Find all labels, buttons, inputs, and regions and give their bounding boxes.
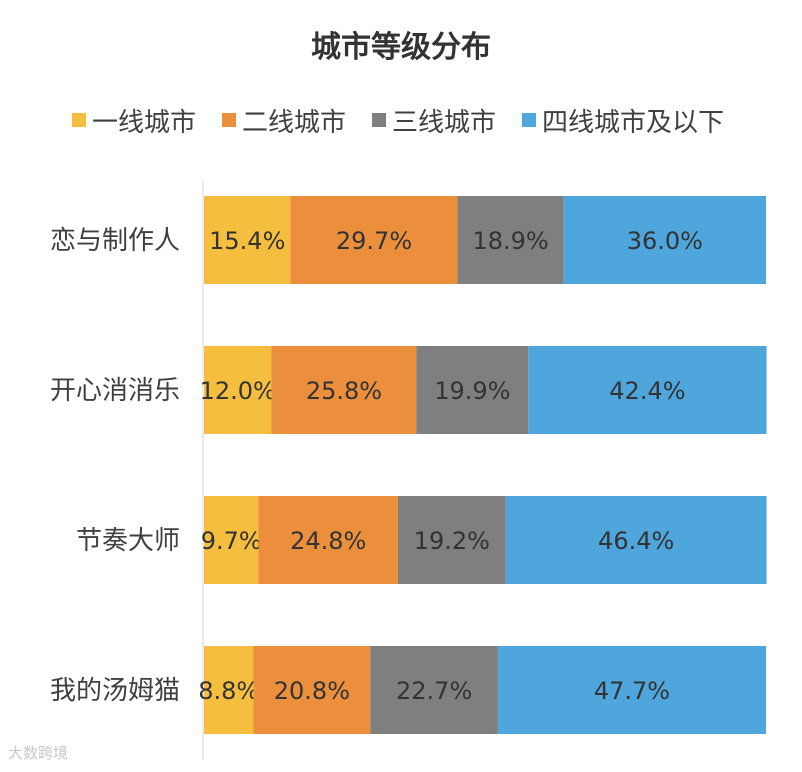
bar-segment xyxy=(204,346,272,434)
bar-segment xyxy=(253,646,371,734)
data-label: 8.8% xyxy=(198,677,259,705)
data-label: 9.7% xyxy=(201,527,262,555)
data-label: 47.7% xyxy=(594,677,670,705)
legend: 一线城市 二线城市 三线城市 四线城市及以下 xyxy=(72,100,750,140)
legend-swatch xyxy=(222,113,237,127)
legend-label: 二线城市 xyxy=(242,107,347,138)
bar-segment xyxy=(397,496,506,584)
bar-segment xyxy=(204,646,254,734)
bar-segment xyxy=(290,196,458,284)
legend-item-3: 三线城市 xyxy=(372,102,496,139)
data-label: 19.2% xyxy=(414,527,490,555)
data-label: 15.4% xyxy=(209,227,285,255)
bar-segment xyxy=(271,346,417,434)
data-label: 46.4% xyxy=(598,527,674,555)
watermark-text: 大数跨境 xyxy=(8,744,69,762)
bar-segment xyxy=(370,646,498,734)
chart-title: 城市等级分布 xyxy=(311,30,491,65)
data-label: 20.8% xyxy=(274,677,350,705)
category-label: 恋与制作人 xyxy=(50,226,180,256)
legend-item-4: 四线城市及以下 xyxy=(522,102,724,139)
category-label: 开心消消乐 xyxy=(50,376,180,406)
bar-segment xyxy=(416,346,529,434)
data-label: 42.4% xyxy=(609,377,685,405)
legend-label: 四线城市及以下 xyxy=(542,107,725,138)
category-label: 节奏大师 xyxy=(76,526,180,556)
bar-segment xyxy=(457,196,564,284)
bar-segment xyxy=(528,346,767,434)
legend-item-1: 一线城市 xyxy=(72,102,196,139)
legend-swatch xyxy=(72,113,86,127)
legend-swatch xyxy=(522,113,537,127)
bar-segment xyxy=(563,196,766,284)
data-label: 29.7% xyxy=(336,227,412,255)
legend-item-2: 二线城市 xyxy=(222,102,346,139)
data-label: 19.9% xyxy=(434,377,510,405)
data-label: 24.8% xyxy=(290,527,366,555)
category-label: 我的汤姆猫 xyxy=(50,676,180,706)
legend-label: 三线城市 xyxy=(392,107,497,138)
data-label: 25.8% xyxy=(306,377,382,405)
data-label: 12.0% xyxy=(200,377,276,405)
bar-segment xyxy=(497,646,766,734)
bar-segment xyxy=(204,496,259,584)
bar-segment xyxy=(505,496,767,584)
legend-swatch xyxy=(372,113,387,127)
data-label: 36.0% xyxy=(627,227,703,255)
watermark: 大数跨境 xyxy=(8,742,68,763)
data-label: 22.7% xyxy=(396,677,472,705)
bar-segment xyxy=(204,196,291,284)
legend-label: 一线城市 xyxy=(92,107,197,138)
data-label: 18.9% xyxy=(472,227,548,255)
bar-segment xyxy=(258,496,398,584)
